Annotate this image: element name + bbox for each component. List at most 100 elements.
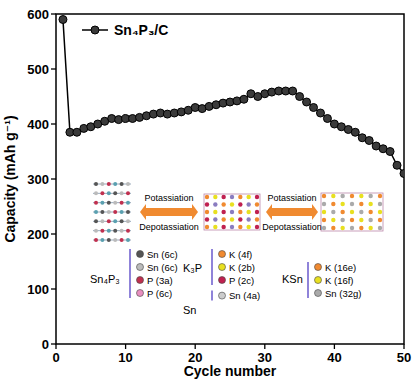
y-tick: [51, 343, 56, 344]
atom: [255, 225, 259, 229]
y-tick: [51, 13, 56, 14]
atom: [205, 210, 209, 214]
atom: [120, 238, 124, 242]
site-swatch: [137, 264, 144, 271]
atom: [359, 226, 363, 230]
atom: [221, 195, 225, 199]
site-swatch: [315, 290, 322, 297]
x-tick-label: 50: [397, 350, 411, 365]
site-swatch: [219, 264, 226, 271]
atom: [221, 210, 225, 214]
site-label: Sn (6c): [147, 262, 178, 273]
atom: [359, 194, 363, 198]
atom: [120, 201, 124, 205]
bracket: [307, 262, 309, 298]
atom: [340, 218, 344, 222]
atom: [322, 194, 326, 198]
chart: 010203040500100200300400500600Cycle numb…: [0, 0, 417, 383]
site-label: Sn (32g): [325, 288, 361, 299]
atom: [126, 182, 130, 186]
atom: [126, 210, 130, 214]
atom: [246, 225, 250, 229]
atom: [126, 238, 130, 242]
atom: [94, 229, 98, 233]
y-tick-label: 300: [27, 172, 49, 187]
point: [310, 104, 318, 112]
y-tick: [51, 123, 56, 124]
atom: [238, 210, 242, 214]
atom: [107, 238, 111, 242]
phase-label: Sn₄P₃: [90, 273, 120, 285]
atom: [340, 194, 344, 198]
atom: [100, 238, 104, 242]
site-label: Sn (4a): [229, 290, 260, 301]
y-tick-label: 100: [27, 282, 49, 297]
atom: [100, 191, 104, 195]
double-arrow: [266, 204, 318, 220]
atom: [230, 210, 234, 214]
point: [240, 95, 248, 103]
point: [296, 93, 304, 101]
site-label: P (3a): [147, 275, 173, 286]
atom: [255, 217, 259, 221]
layer: [93, 230, 131, 231]
atom: [322, 226, 326, 230]
atom: [331, 218, 335, 222]
site-label: Sn (6c): [147, 249, 178, 260]
y-tick-label: 0: [42, 337, 49, 352]
atom: [238, 217, 242, 221]
bracket: [129, 249, 131, 298]
plot-area: [59, 16, 404, 178]
atom: [205, 217, 209, 221]
bracket: [211, 249, 213, 285]
site-swatch: [137, 290, 144, 297]
atom: [126, 201, 130, 205]
x-tick-label: 40: [327, 350, 341, 365]
atom: [368, 202, 372, 206]
double-arrow: [140, 204, 198, 220]
x-tick: [403, 344, 404, 349]
atom: [255, 202, 259, 206]
atom: [100, 219, 104, 223]
atom: [120, 219, 124, 223]
atom: [378, 210, 382, 214]
atom: [238, 195, 242, 199]
site-swatch: [219, 292, 226, 299]
site-label: K (16e): [325, 262, 356, 273]
point: [59, 16, 67, 24]
cell: [204, 194, 260, 230]
y-axis-title: Capacity (mAh g⁻¹): [2, 115, 18, 242]
site-label: K (16f): [325, 275, 354, 286]
atom: [246, 217, 250, 221]
layer: [93, 193, 131, 194]
inset: PotassiationDepotassiationPotassiationDe…: [90, 182, 383, 316]
atom: [221, 225, 225, 229]
atom: [368, 218, 372, 222]
atom: [350, 194, 354, 198]
atom: [107, 229, 111, 233]
atom: [221, 217, 225, 221]
atom: [331, 226, 335, 230]
site-label: P (6c): [147, 288, 172, 299]
series-line: [63, 20, 404, 174]
atom: [230, 225, 234, 229]
atom: [350, 226, 354, 230]
x-tick-label: 0: [52, 350, 59, 365]
atom: [126, 191, 130, 195]
atom: [120, 229, 124, 233]
atom: [94, 191, 98, 195]
atom: [107, 210, 111, 214]
x-tick: [55, 344, 56, 349]
layer: [93, 221, 131, 222]
point: [351, 128, 359, 136]
atom: [113, 238, 117, 242]
atom: [238, 225, 242, 229]
atom: [113, 219, 117, 223]
site-swatch: [219, 251, 226, 258]
point: [316, 109, 324, 117]
atom: [213, 217, 217, 221]
atom: [368, 210, 372, 214]
atom: [205, 225, 209, 229]
site-swatch: [315, 264, 322, 271]
layer: [93, 240, 131, 241]
